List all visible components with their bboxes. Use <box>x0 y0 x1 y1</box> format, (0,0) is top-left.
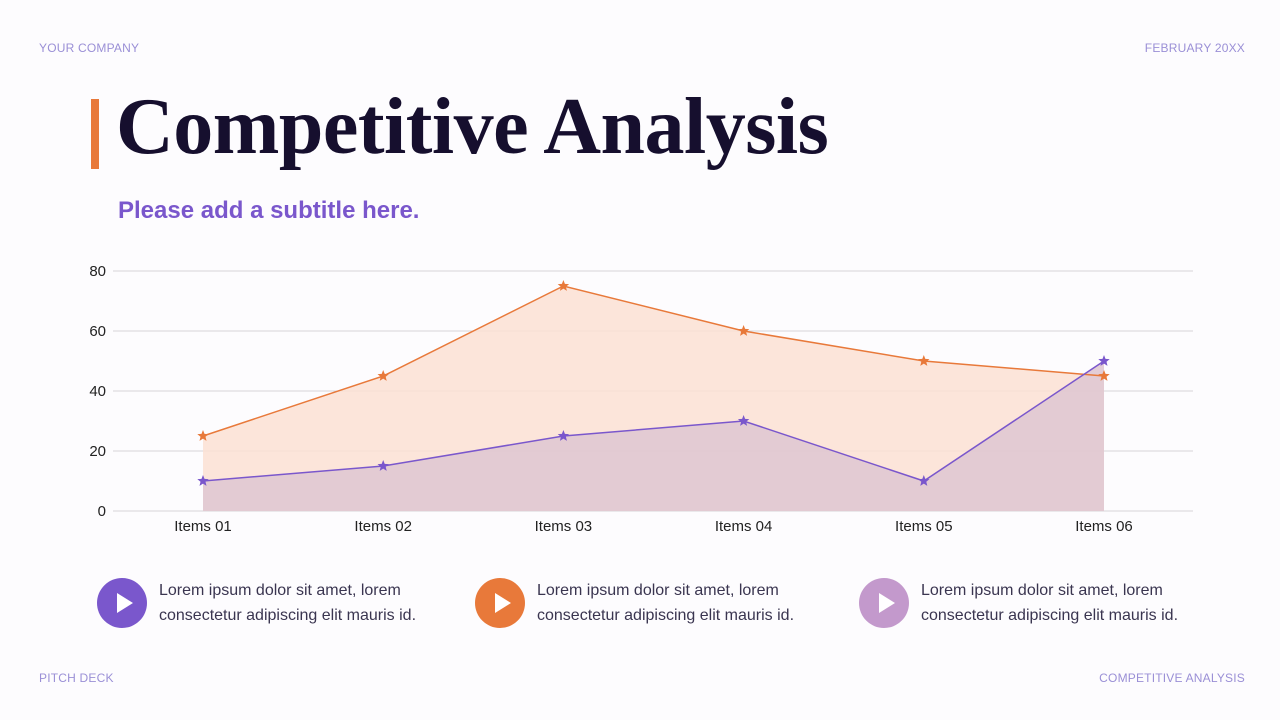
star-marker <box>197 430 209 441</box>
play-icon <box>878 593 895 613</box>
star-marker <box>377 460 389 471</box>
play-icon <box>116 593 133 613</box>
y-tick-label: 0 <box>98 503 106 520</box>
y-tick-label: 40 <box>89 383 106 400</box>
play-button-2[interactable] <box>475 578 525 628</box>
bullet-text-line2: consectetur adipiscing elit mauris id. <box>159 607 417 624</box>
play-button-1[interactable] <box>97 578 147 628</box>
title-accent-bar <box>91 99 99 169</box>
x-tick-label: Items 02 <box>354 518 412 535</box>
bullet-item-1: Lorem ipsum dolor sit amet, lorem consect… <box>97 578 459 628</box>
star-marker <box>197 475 209 486</box>
series-line-2 <box>202 360 1105 482</box>
x-tick-label: Items 03 <box>535 518 593 535</box>
series-area-1 <box>203 286 1104 511</box>
page-subtitle: Please add a subtitle here. <box>118 197 420 224</box>
star-marker <box>377 370 389 381</box>
company-name: YOUR COMPANY <box>39 41 140 55</box>
bullet-text-line1: Lorem ipsum dolor sit amet, lorem <box>537 582 779 599</box>
star-marker <box>737 325 750 336</box>
star-marker <box>737 415 750 426</box>
star-marker <box>918 475 930 486</box>
star-marker <box>918 355 930 366</box>
bullet-item-3: Lorem ipsum dolor sit amet, lorem consect… <box>859 578 1221 628</box>
star-marker <box>1098 355 1110 366</box>
page-title: Competitive Analysis <box>116 83 829 171</box>
series-area-2 <box>203 361 1104 511</box>
footer-left: PITCH DECK <box>39 671 114 685</box>
bullet-item-2: Lorem ipsum dolor sit amet, lorem consect… <box>475 578 837 628</box>
bullet-text-line1: Lorem ipsum dolor sit amet, lorem <box>159 582 401 599</box>
star-marker <box>557 280 570 291</box>
bullet-text-line2: consectetur adipiscing elit mauris id. <box>537 607 795 624</box>
star-marker <box>557 430 570 441</box>
x-tick-label: Items 01 <box>174 518 232 535</box>
footer-right: COMPETITIVE ANALYSIS <box>1099 671 1245 685</box>
y-tick-label: 60 <box>89 323 106 340</box>
series-line-1 <box>202 285 1105 437</box>
bullet-text-line2: consectetur adipiscing elit mauris id. <box>921 607 1179 624</box>
x-tick-label: Items 06 <box>1075 518 1133 535</box>
y-tick-label: 80 <box>89 263 106 280</box>
y-tick-label: 20 <box>89 443 106 460</box>
star-marker <box>1098 370 1110 381</box>
x-tick-label: Items 05 <box>895 518 953 535</box>
x-tick-label: Items 04 <box>715 518 773 535</box>
play-icon <box>494 593 511 613</box>
play-button-3[interactable] <box>859 578 909 628</box>
bullet-text-line1: Lorem ipsum dolor sit amet, lorem <box>921 582 1163 599</box>
date-label: FEBRUARY 20XX <box>1144 41 1245 55</box>
